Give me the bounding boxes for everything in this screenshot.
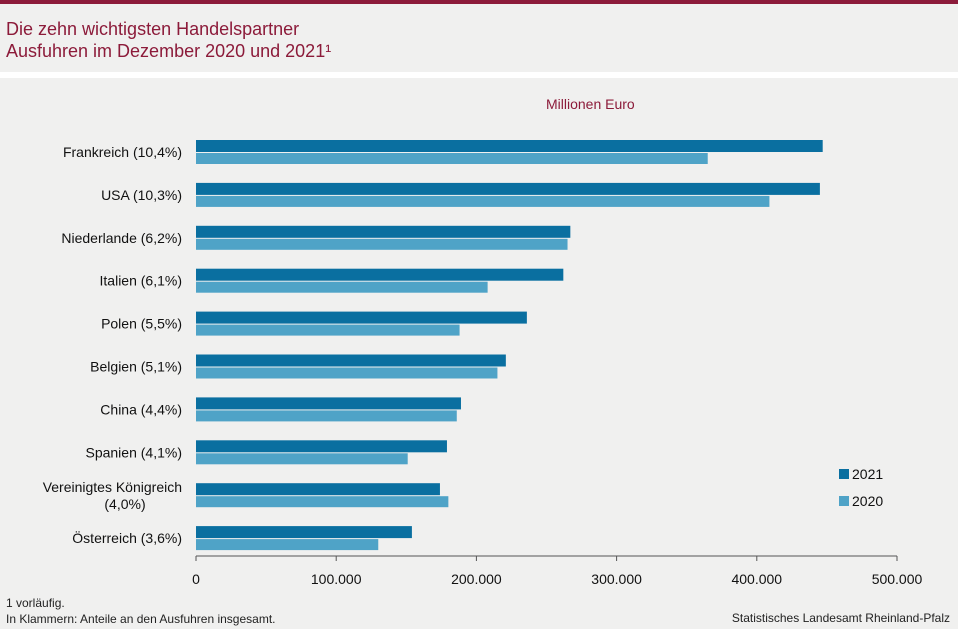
category-label-9: Österreich (3,6%) — [72, 529, 182, 546]
category-label-5: Belgien (5,1%) — [90, 359, 182, 375]
footnote-brackets: In Klammern: Anteile an den Ausfuhren in… — [6, 612, 276, 626]
title-area: Die zehn wichtigsten Handelspartner Ausf… — [0, 4, 958, 72]
bar-2020-3 — [196, 281, 488, 293]
bar-2020-1 — [196, 195, 770, 207]
category-label-0: Frankreich (10,4%) — [63, 144, 182, 160]
bar-2021-5 — [196, 354, 506, 367]
bar-2020-7 — [196, 453, 408, 465]
bar-2020-6 — [196, 410, 457, 422]
legend-swatch-2020 — [839, 496, 849, 506]
category-label-8: Vereinigtes Königreich (4,0%) — [43, 479, 182, 512]
category-label-7: Spanien (4,1%) — [85, 444, 182, 460]
footnote-preliminary: 1 vorläufig. — [6, 596, 65, 610]
x-tick-label-3: 300.000 — [591, 571, 642, 587]
chart-title: Die zehn wichtigsten Handelspartner Ausf… — [6, 18, 331, 62]
bar-2021-7 — [196, 440, 447, 453]
category-label-4: Polen (5,5%) — [101, 316, 182, 332]
category-label-1: USA (10,3%) — [101, 187, 182, 203]
bar-2021-8 — [196, 483, 440, 496]
x-tick-label-1: 100.000 — [311, 571, 362, 587]
x-tick-label-5: 500.000 — [872, 571, 923, 587]
category-label-6: China (4,4%) — [100, 401, 182, 417]
source-label: Statistisches Landesamt Rheinland-Pfalz — [731, 611, 950, 625]
bar-2020-0 — [196, 153, 708, 164]
bar-2021-4 — [196, 311, 527, 324]
top-accent-bar — [0, 0, 958, 4]
chart-title-line1: Die zehn wichtigsten Handelspartner — [6, 19, 300, 39]
legend-swatch-2021 — [839, 469, 849, 479]
category-label-3: Italien (6,1%) — [100, 273, 182, 289]
x-tick-label-4: 400.000 — [731, 571, 782, 587]
header-separator — [0, 72, 958, 78]
bar-2020-5 — [196, 367, 498, 379]
x-tick-label-0: 0 — [192, 571, 200, 587]
bar-2021-1 — [196, 182, 820, 195]
bar-2021-0 — [196, 140, 823, 152]
bar-2021-9 — [196, 526, 412, 539]
bar-2020-9 — [196, 539, 379, 551]
bar-2021-6 — [196, 397, 461, 410]
bar-2021-3 — [196, 268, 564, 281]
bar-2021-2 — [196, 225, 571, 238]
bar-2020-2 — [196, 238, 568, 250]
legend-label-2020: 2020 — [852, 493, 883, 509]
bar-2020-8 — [196, 496, 449, 508]
legend-label-2021: 2021 — [852, 466, 883, 482]
unit-label: Millionen Euro — [546, 96, 635, 112]
chart-title-line2: Ausfuhren im Dezember 2020 und 2021¹ — [6, 41, 332, 61]
bar-2020-4 — [196, 324, 460, 336]
category-label-2: Niederlande (6,2%) — [61, 230, 182, 246]
x-tick-label-2: 200.000 — [451, 571, 502, 587]
